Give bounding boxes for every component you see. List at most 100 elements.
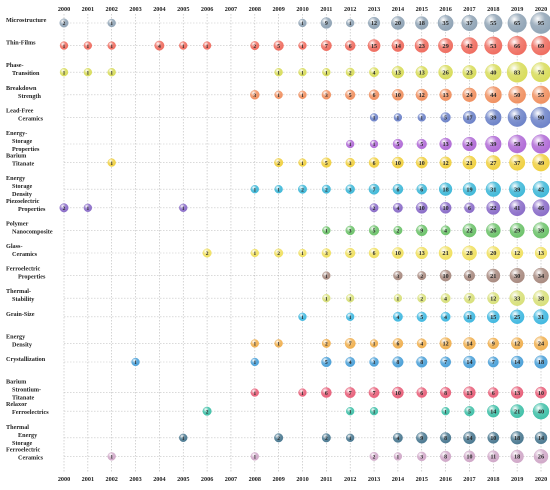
- year-header-label: 2019: [511, 6, 523, 13]
- bubble: [345, 67, 355, 77]
- bubble-value-label: 1: [373, 142, 376, 148]
- bubble-value-label: 2: [277, 161, 280, 167]
- bubble: [322, 294, 331, 303]
- bubble: [346, 312, 355, 321]
- bubble-value-label: 5: [373, 229, 376, 235]
- bubble: [345, 357, 356, 367]
- row-label: Glass-Ceramics: [6, 243, 38, 258]
- bubble: [534, 355, 548, 369]
- bubble: [250, 339, 259, 348]
- bubble: [533, 309, 549, 325]
- bubble-value-label: 1: [325, 296, 328, 302]
- row-label: Energy Density: [6, 333, 33, 348]
- bubble-value-label: 1: [444, 409, 447, 415]
- bubble-value-label: 30: [514, 273, 520, 280]
- bubble-value-label: 4: [420, 342, 423, 348]
- bubble: [462, 245, 477, 261]
- bubble: [345, 247, 356, 259]
- bubble-value-label: 29: [442, 43, 448, 50]
- bubble: [392, 202, 403, 213]
- bubble-value-label: 1: [182, 206, 185, 212]
- bubble-value-label: 42: [466, 43, 472, 50]
- bubble: [530, 106, 550, 128]
- row-label: Thermal-Stability: [6, 288, 35, 303]
- row-label: Thermal Energy Storage: [6, 424, 38, 447]
- bubble-value-label: 53: [490, 43, 496, 50]
- bubble-value-label: 1: [87, 206, 90, 212]
- year-header-label: 2012: [344, 6, 356, 13]
- bubble: [322, 271, 331, 280]
- bubble-value-label: 12: [371, 21, 377, 27]
- bubble: [486, 223, 501, 238]
- bubble-value-label: 4: [444, 315, 447, 321]
- bubble: [462, 223, 477, 238]
- bubble: [415, 88, 428, 101]
- bubble: [179, 41, 188, 50]
- bubble: [391, 66, 405, 79]
- bubble: [439, 337, 452, 350]
- bubble-value-label: 5: [420, 315, 423, 321]
- bubble-value-label: 21: [514, 408, 520, 415]
- bubble-value-label: 10: [490, 436, 496, 442]
- bubble-value-label: 1: [349, 436, 352, 442]
- bubble: [107, 18, 116, 28]
- bubble: [485, 155, 501, 170]
- bubble-value-label: 1: [301, 70, 304, 76]
- bubble-value-label: 2: [397, 229, 400, 235]
- bubble-value-label: 1: [87, 44, 90, 50]
- bubble-value-label: 39: [514, 186, 520, 193]
- bubble: [154, 40, 165, 51]
- bubble-value-label: 5: [277, 44, 280, 50]
- row-label: Energy-Storage Properties: [6, 130, 40, 153]
- bubble-value-label: 3: [397, 274, 400, 280]
- bubble: [59, 41, 69, 50]
- bubble: [274, 90, 283, 99]
- bubble-value-label: 1: [277, 342, 280, 348]
- bubble-value-label: 12: [514, 251, 520, 257]
- bubble-value-label: 24: [466, 92, 473, 99]
- bubble: [298, 388, 307, 397]
- bubble-value-label: 4: [373, 70, 376, 76]
- bubble-value-label: 1: [301, 161, 304, 167]
- bubble-value-label: 83: [514, 69, 520, 76]
- bubble: [369, 203, 379, 213]
- bubble: [107, 68, 116, 77]
- row-label: Phase-Transition: [6, 62, 40, 77]
- bubble-value-label: 1: [301, 391, 304, 397]
- bubble: [509, 154, 526, 171]
- bubble: [414, 38, 429, 53]
- bubble: [320, 17, 333, 29]
- bubble: [107, 452, 116, 461]
- bubble-value-label: 7: [325, 44, 328, 50]
- bubble: [509, 181, 526, 198]
- bubble: [59, 18, 69, 28]
- bubble: [393, 113, 403, 122]
- bubble-value-label: 21: [442, 250, 448, 257]
- bubble-value-label: 40: [538, 408, 544, 415]
- bubble-value-label: 2: [325, 342, 328, 348]
- bubble-value-label: 1: [397, 296, 400, 302]
- bubble-value-label: 4: [396, 315, 399, 321]
- bubble: [509, 222, 525, 238]
- bubble: [486, 310, 500, 324]
- bubble-value-label: 2: [373, 206, 376, 212]
- bubble-value-label: 2: [420, 274, 423, 280]
- bubble-value-label: 1: [301, 44, 304, 50]
- bubble: [369, 113, 379, 122]
- bubble: [463, 386, 476, 399]
- bubble-value-label: 1: [110, 44, 113, 50]
- bubble: [510, 431, 524, 445]
- bubble-value-label: 10: [395, 391, 401, 397]
- year-footer-label: 2004: [153, 476, 165, 483]
- bubble: [437, 15, 454, 31]
- bubble-value-label: 12: [514, 342, 520, 348]
- bubble: [508, 199, 526, 217]
- bubble: [487, 404, 500, 418]
- bubble: [59, 68, 69, 77]
- year-footer-label: 2012: [344, 476, 356, 483]
- bubble: [462, 110, 476, 124]
- year-footer-label: 2008: [249, 476, 261, 483]
- bubble-value-label: 1: [182, 44, 185, 50]
- bubble-value-label: 9: [420, 436, 423, 442]
